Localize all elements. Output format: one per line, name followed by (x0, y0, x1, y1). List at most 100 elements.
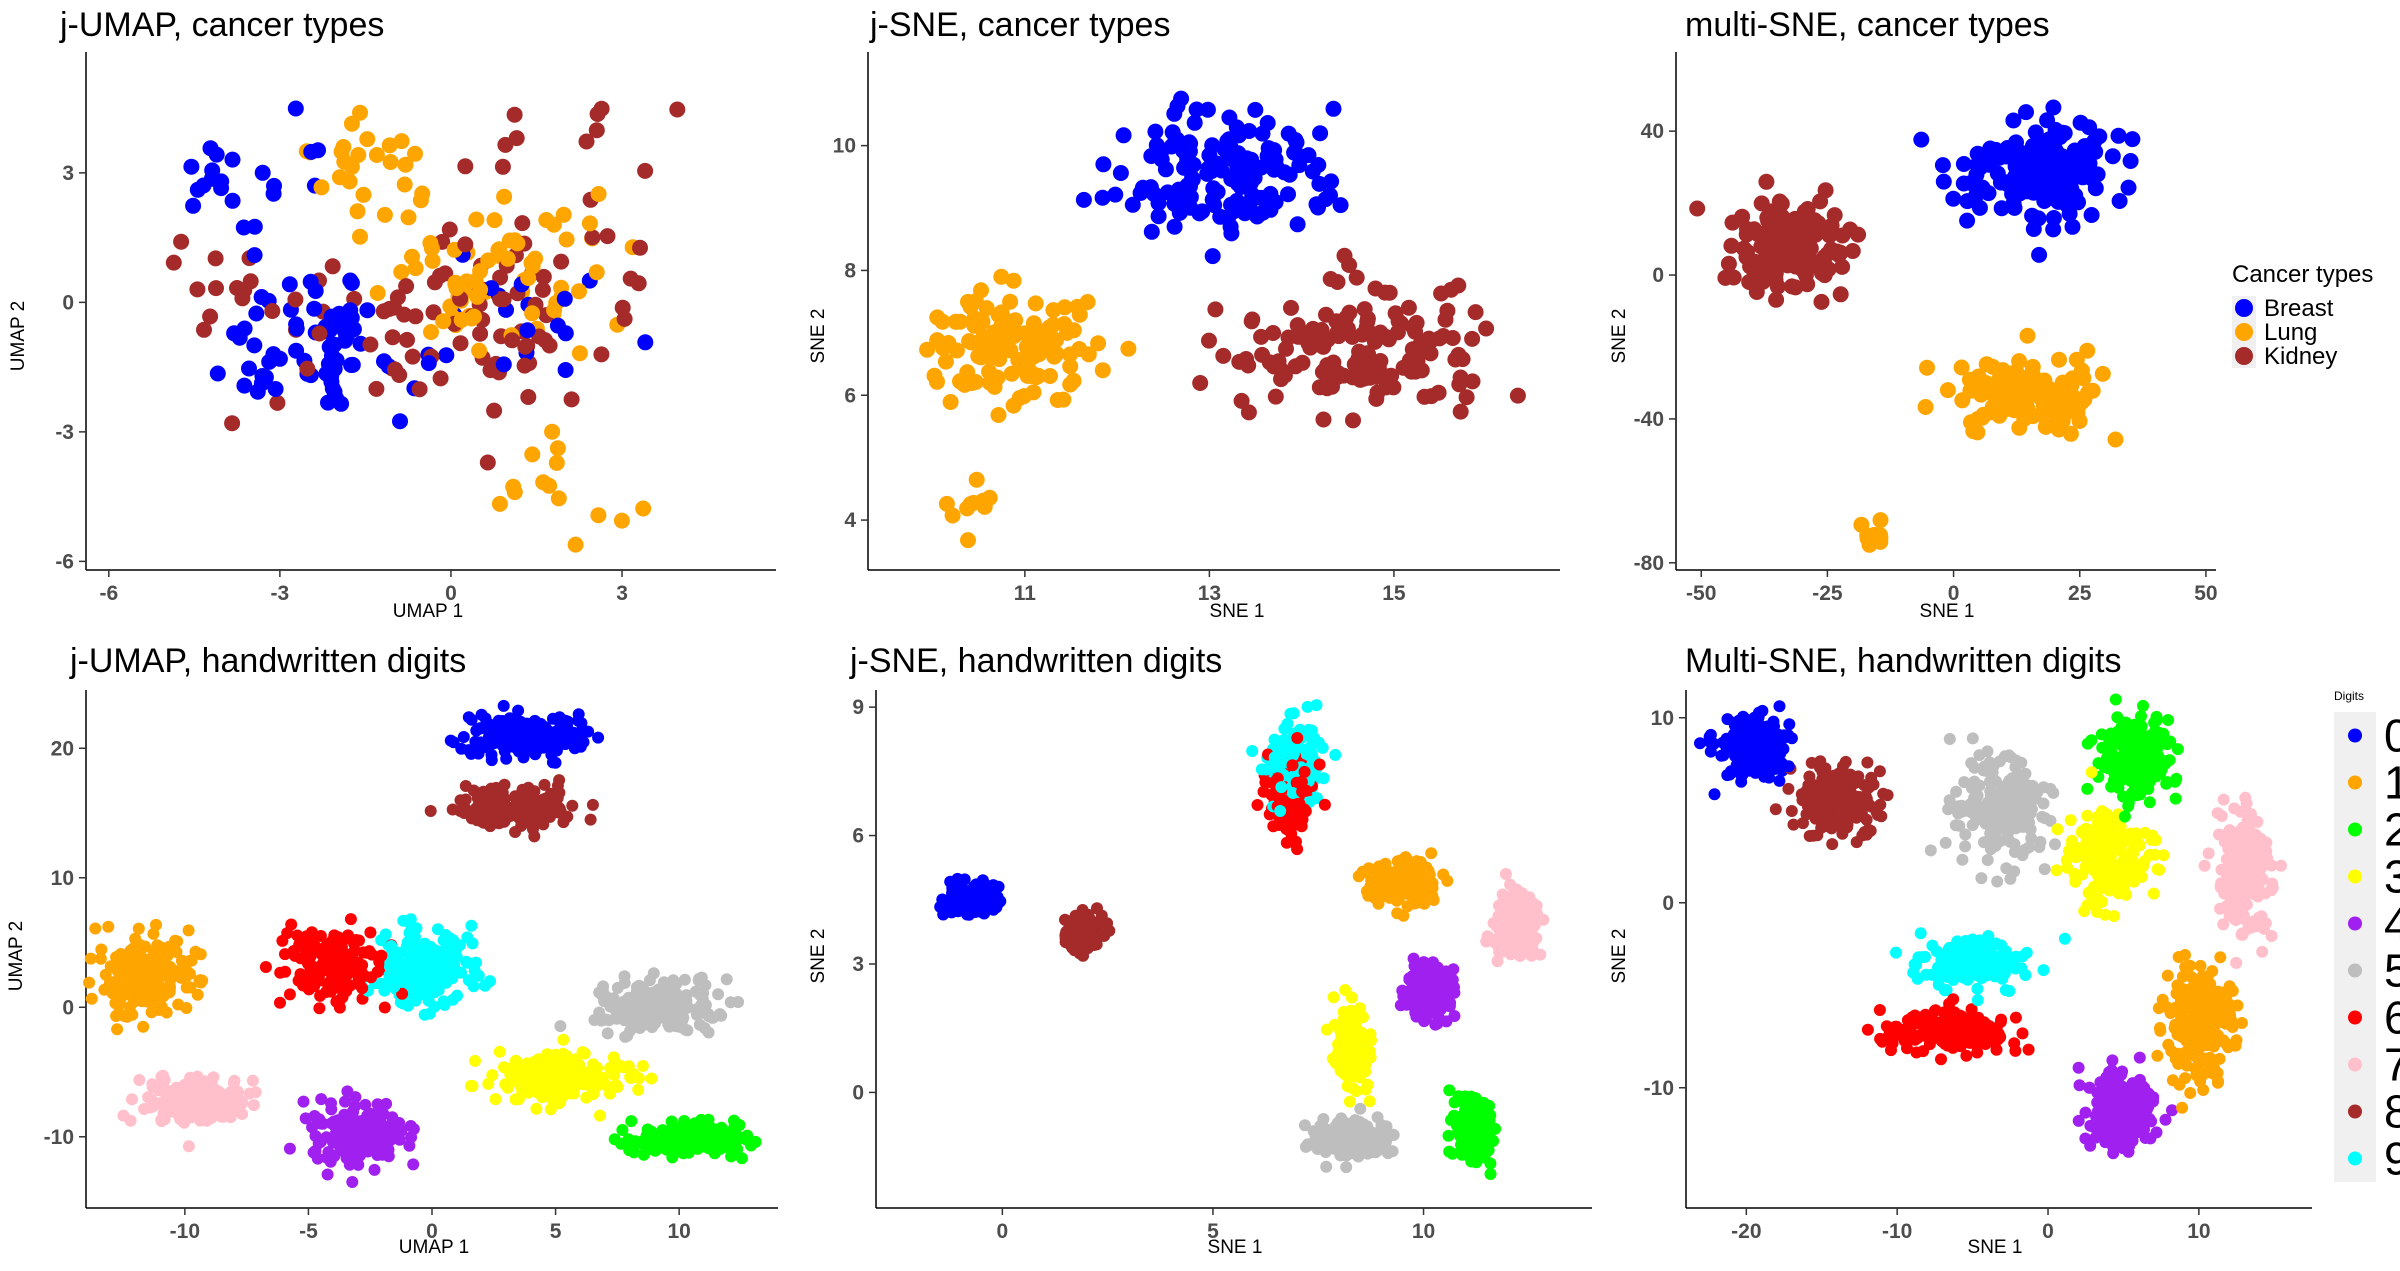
y-tick-label: 10 (51, 867, 74, 890)
scatter-point-kidney (1741, 274, 1758, 290)
scatter-point-5 (618, 1014, 631, 1027)
scatter-point-9 (423, 1007, 436, 1020)
scatter-point-4 (346, 1176, 359, 1188)
scatter-point-5 (602, 1014, 615, 1027)
scatter-point-4 (339, 1095, 351, 1108)
scatter-point-lung (990, 407, 1007, 423)
scatter-point-lung (541, 477, 558, 494)
scatter-point-4 (407, 1158, 420, 1171)
scatter-point-lung (1953, 359, 1970, 376)
scatter-point-5 (596, 984, 609, 997)
scatter-point-kidney (1812, 193, 1829, 210)
scatter-point-lung (352, 104, 368, 121)
scatter-point-breast (265, 346, 282, 363)
scatter-point-kidney (1215, 347, 1232, 364)
scatter-point-6 (323, 950, 336, 963)
scatter-point-breast (1204, 191, 1221, 208)
scatter-point-breast (637, 334, 654, 351)
scatter-point-kidney (404, 348, 421, 365)
y-tick-label: 6 (844, 384, 856, 407)
scatter-point-kidney (584, 229, 601, 246)
scatter-point-lung (2017, 406, 2034, 423)
scatter-point-kidney (1345, 412, 1361, 429)
scatter-point-lung (2005, 386, 2022, 403)
scatter-point-breast (1157, 161, 1174, 178)
x-tick-label: 3 (616, 582, 628, 605)
scatter-point-lung (355, 186, 372, 203)
scatter-point-5 (680, 989, 693, 1002)
scatter-point-kidney (269, 394, 286, 411)
scatter-point-5 (619, 1030, 632, 1043)
scatter-point-9 (1284, 707, 1297, 720)
y-tick-label: 4 (844, 509, 856, 532)
scatter-point-0 (447, 736, 460, 749)
scatter-point-kidney (534, 281, 551, 298)
scatter-point-kidney (1814, 260, 1831, 277)
scatter-point-9 (472, 969, 485, 982)
scatter-point-kidney (1265, 325, 1282, 341)
scatter-point-lung (967, 313, 984, 330)
scatter-point-kidney (506, 106, 523, 123)
scatter-point-lung (468, 211, 485, 228)
scatter-point-lung (453, 311, 470, 328)
scatter-point-kidney (1254, 346, 1271, 363)
y-tick-label: 3 (852, 953, 864, 976)
scatter-point-kidney (1478, 320, 1495, 337)
scatter-point-breast (2087, 180, 2104, 197)
scatter-point-7 (1537, 913, 1550, 926)
scatter-point-3 (611, 1080, 624, 1093)
scatter-point-lung (1071, 341, 1088, 357)
scatter-point-4 (283, 1142, 296, 1155)
scatter-point-breast (2030, 166, 2047, 183)
scatter-point-breast (1107, 186, 1124, 203)
panel-2-ylabel: SNE 2 (808, 309, 829, 364)
scatter-point-lung (1027, 295, 1044, 312)
scatter-point-breast (306, 300, 323, 317)
scatter-point-breast (1112, 165, 1129, 181)
scatter-point-lung (524, 258, 541, 275)
scatter-point-0 (546, 728, 559, 741)
scatter-point-kidney (1439, 302, 1456, 319)
scatter-point-breast (1221, 109, 1238, 126)
scatter-point-lung (538, 212, 555, 228)
scatter-point-lung (1049, 392, 1066, 408)
scatter-point-kidney (520, 389, 537, 405)
y-tick-label: 0 (62, 996, 74, 1019)
scatter-point-5 (618, 977, 631, 989)
scatter-point-breast (1267, 194, 1284, 211)
scatter-point-2 (629, 1135, 642, 1148)
scatter-point-4 (297, 1095, 310, 1108)
scatter-point-lung (349, 203, 366, 220)
scatter-point-breast (1969, 156, 1986, 173)
scatter-point-lung (1018, 339, 1035, 355)
scatter-point-kidney (1336, 247, 1353, 264)
scatter-point-breast (1223, 225, 1240, 242)
scatter-point-6 (309, 940, 321, 952)
scatter-point-kidney (384, 329, 401, 346)
scatter-point-5 (630, 998, 643, 1010)
scatter-point-lung (590, 186, 607, 202)
scatter-point-4 (325, 1103, 338, 1116)
scatter-point-breast (323, 368, 340, 384)
scatter-point-kidney (1405, 319, 1422, 336)
scatter-point-kidney (1509, 387, 1526, 404)
scatter-point-kidney (432, 370, 449, 387)
scatter-point-kidney (1278, 340, 1294, 357)
scatter-point-kidney (224, 415, 241, 432)
scatter-point-5 (663, 1006, 676, 1019)
scatter-point-6 (333, 936, 346, 949)
y-tick-label: -3 (55, 421, 74, 444)
scatter-point-1 (85, 992, 98, 1005)
scatter-point-3 (525, 1072, 538, 1085)
scatter-point-breast (1150, 208, 1167, 225)
scatter-point-lung (407, 145, 423, 162)
scatter-point-breast (183, 158, 200, 175)
scatter-point-kidney (1759, 258, 1776, 275)
scatter-point-kidney (1720, 255, 1737, 272)
scatter-point-lung (1046, 347, 1063, 364)
scatter-point-kidney (173, 233, 190, 250)
scatter-point-breast (1223, 196, 1239, 213)
scatter-point-kidney (1796, 203, 1813, 220)
scatter-point-kidney (441, 221, 458, 238)
